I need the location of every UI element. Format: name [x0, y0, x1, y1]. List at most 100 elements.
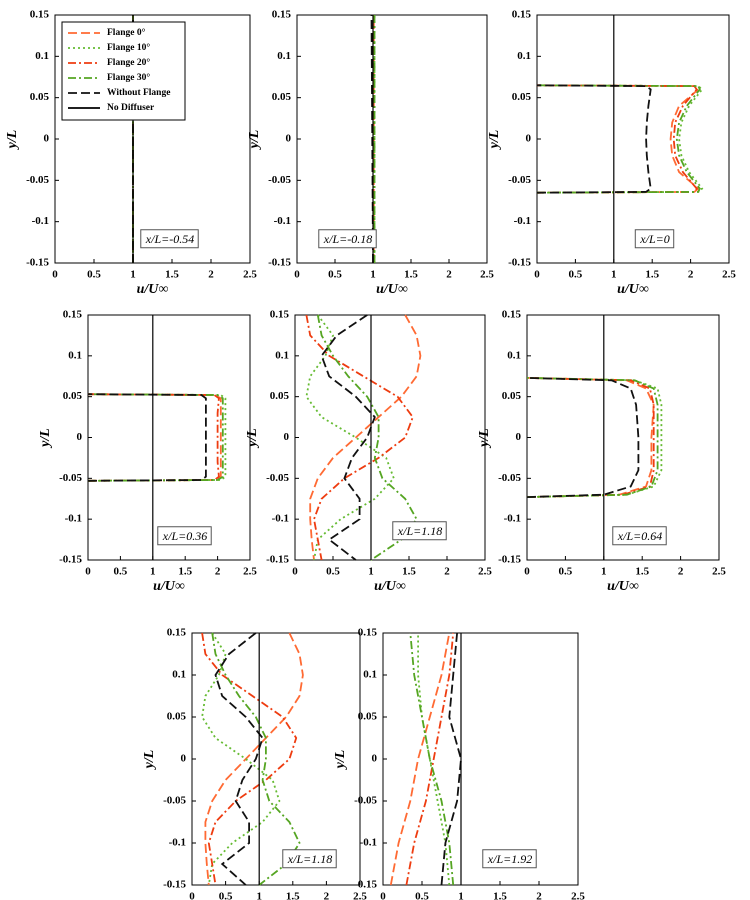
annotation-box	[318, 229, 377, 249]
y-tick-label: 0.05	[270, 390, 290, 402]
y-tick-label: 0.1	[35, 50, 49, 62]
y-tick-label: -0.05	[498, 472, 521, 484]
x-tick-label: 1	[368, 566, 374, 578]
series-line	[526, 377, 640, 498]
legend-label: Flange 10°	[107, 42, 150, 53]
series-line	[87, 393, 220, 482]
y-tick-label: -0.05	[163, 795, 186, 807]
x-tick-label: 1	[370, 269, 376, 281]
plot-frame	[536, 14, 730, 264]
legend-label: Without Flange	[107, 88, 170, 98]
x-axis-label: u/U∞	[617, 282, 649, 297]
y-tick-label: 0.15	[512, 9, 532, 21]
annotation: x/L=-0.54	[145, 232, 194, 246]
annotation-box	[482, 849, 537, 869]
y-tick-label: 0.05	[502, 390, 522, 402]
x-tick-label: 2.5	[571, 891, 585, 900]
series-line	[536, 84, 652, 194]
y-tick-label: -0.15	[266, 554, 289, 566]
y-tick-label: -0.1	[32, 215, 49, 227]
series-line	[305, 314, 414, 561]
x-tick-label: 2	[215, 566, 221, 578]
y-tick-label: -0.15	[59, 554, 82, 566]
x-tick-label: 0.5	[114, 566, 128, 578]
y-tick-label: -0.15	[498, 554, 521, 566]
y-tick-label: 0.05	[272, 91, 292, 103]
x-tick-label: 1.5	[286, 891, 300, 900]
series-line	[87, 393, 227, 482]
legend-label: Flange 30°	[107, 72, 150, 83]
x-tick-label: 2	[444, 566, 450, 578]
y-tick-label: 0	[284, 431, 290, 443]
y-tick-label: -0.15	[26, 257, 49, 269]
annotation-box	[282, 849, 337, 869]
y-tick-label: 0.1	[277, 50, 291, 62]
legend-label: No Diffuser	[107, 103, 155, 113]
y-tick-label: 0	[286, 133, 292, 145]
x-tick-label: 0.5	[415, 891, 429, 900]
series-line	[536, 84, 701, 194]
x-tick-label: 2.5	[722, 269, 736, 281]
x-tick-label: 2.5	[712, 566, 726, 578]
x-tick-label: 1.5	[493, 891, 507, 900]
y-tick-label: -0.1	[504, 513, 521, 525]
annotation-box	[140, 229, 199, 249]
y-tick-label: -0.05	[59, 472, 82, 484]
series-line	[87, 393, 222, 482]
x-tick-label: 0	[380, 891, 386, 900]
x-tick-label: 2.5	[478, 566, 492, 578]
y-axis-label: y/L	[247, 130, 262, 151]
x-tick-label: 2.5	[243, 269, 257, 281]
y-tick-label: -0.05	[266, 472, 289, 484]
series-line	[87, 393, 207, 482]
series-line	[389, 632, 451, 886]
x-axis-label: u/U∞	[376, 282, 408, 297]
series-line	[211, 632, 301, 886]
y-axis-label: y/L	[5, 130, 20, 151]
y-tick-label: 0.15	[167, 627, 187, 639]
y-tick-label: 0.15	[358, 627, 378, 639]
x-tick-label: 0.5	[87, 269, 101, 281]
y-tick-label: 0.15	[272, 9, 292, 21]
y-tick-label: 0	[77, 431, 83, 443]
y-axis-label: y/L	[142, 750, 157, 771]
series-line	[526, 377, 663, 498]
y-tick-label: 0	[181, 753, 187, 765]
x-tick-label: 1	[601, 566, 607, 578]
x-axis-label: u/U∞	[137, 282, 169, 297]
series-line	[201, 632, 298, 886]
y-axis-label: y/L	[38, 428, 53, 449]
y-tick-label: -0.1	[65, 513, 82, 525]
y-tick-label: 0.1	[517, 50, 531, 62]
x-tick-label: 1.5	[178, 566, 192, 578]
x-tick-label: 0.5	[569, 269, 583, 281]
y-tick-label: -0.15	[163, 879, 186, 891]
x-tick-label: 0	[524, 566, 530, 578]
plot-frame	[296, 14, 488, 264]
y-tick-label: -0.05	[268, 174, 291, 186]
series-line	[526, 377, 659, 498]
y-tick-label: -0.1	[169, 837, 186, 849]
x-tick-label: 2.5	[353, 891, 367, 900]
x-tick-label: 1	[130, 269, 136, 281]
x-tick-label: 0.5	[326, 566, 340, 578]
series-line	[214, 632, 264, 886]
x-tick-label: 1	[256, 891, 262, 900]
panel: 00.511.522.5-0.15-0.1-0.0500.050.10.15u/…	[142, 627, 367, 900]
annotation-box	[157, 526, 212, 546]
series-line	[526, 377, 655, 498]
legend-box	[61, 21, 186, 121]
legend-label: Flange 20°	[107, 57, 150, 68]
y-axis-label: y/L	[333, 750, 348, 771]
y-tick-label: 0	[372, 753, 378, 765]
x-tick-label: 2	[446, 269, 452, 281]
y-tick-label: 0	[516, 431, 522, 443]
x-tick-label: 1	[611, 269, 617, 281]
annotation-box	[634, 229, 675, 249]
x-tick-label: 2.5	[243, 566, 257, 578]
y-tick-label: -0.1	[514, 215, 531, 227]
y-tick-label: 0	[44, 133, 50, 145]
